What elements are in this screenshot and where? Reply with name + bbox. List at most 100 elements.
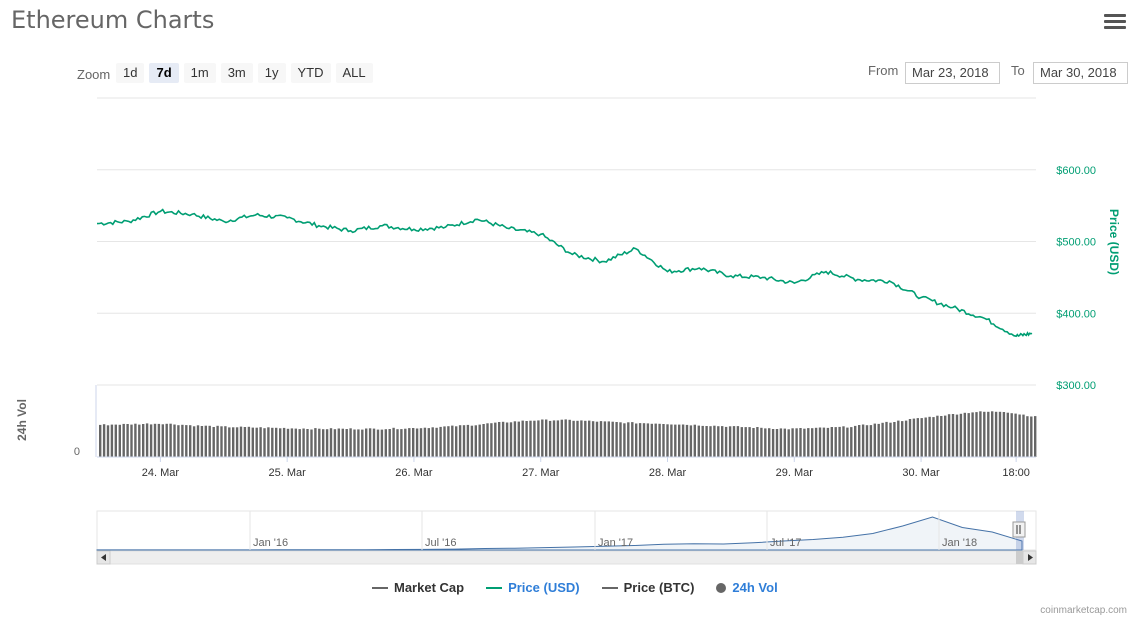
zoom-3m-button[interactable]: 3m: [220, 63, 253, 83]
x-tick-label: 30. Mar: [902, 467, 940, 479]
volume-bar: [756, 427, 759, 457]
volume-bar: [1022, 414, 1025, 457]
volume-bar: [412, 428, 415, 457]
volume-bar: [901, 421, 904, 457]
volume-bar: [130, 424, 133, 457]
to-date-input[interactable]: Mar 30, 2018: [1033, 62, 1128, 84]
volume-bar: [443, 426, 446, 457]
x-tick-label: 27. Mar: [522, 467, 560, 479]
volume-bar: [732, 426, 736, 457]
price-tick-label: $400.00: [1056, 308, 1096, 320]
volume-bar: [423, 427, 427, 457]
price-usd-line: [96, 208, 1033, 338]
volume-bar: [791, 428, 794, 457]
volume-bar: [345, 429, 348, 457]
zoom-1y-button[interactable]: 1y: [257, 63, 286, 83]
volume-bar: [388, 429, 391, 457]
volume-bar: [294, 428, 297, 457]
volume-bar: [517, 421, 520, 457]
volume-bar: [572, 420, 575, 457]
credit-link[interactable]: coinmarketcap.com: [1040, 605, 1127, 616]
volume-bar: [858, 425, 861, 457]
scroll-left-arrow-icon: [101, 554, 106, 561]
volume-bar: [134, 423, 137, 457]
volume-bar: [631, 422, 634, 457]
volume-bar: [623, 423, 626, 457]
volume-bar: [415, 428, 419, 457]
zoom-ytd-button[interactable]: YTD: [290, 63, 331, 83]
volume-bar: [122, 423, 125, 457]
price-tick-label: $300.00: [1056, 380, 1096, 392]
volume-bar: [361, 429, 364, 457]
volume-bar: [302, 428, 305, 457]
volume-bar: [224, 426, 227, 457]
legend-24h-vol[interactable]: 24h Vol: [716, 580, 778, 595]
volume-bar: [545, 419, 548, 457]
volume-bar: [243, 427, 247, 457]
volume-bar: [286, 428, 290, 457]
volume-bar: [685, 424, 689, 457]
legend-market-cap[interactable]: Market Cap: [372, 580, 464, 595]
volume-bar: [529, 420, 532, 457]
to-label: To: [1011, 63, 1025, 78]
zoom-7d-button[interactable]: 7d: [149, 63, 179, 83]
volume-bar: [775, 429, 779, 457]
scrollbar-track: [96, 550, 1037, 565]
hamburger-menu-icon[interactable]: [1104, 14, 1126, 30]
volume-bar: [153, 423, 157, 457]
volume-bar: [204, 425, 207, 457]
volume-bar: [537, 420, 540, 457]
volume-bar: [822, 427, 826, 457]
navigator-frame: [96, 510, 1037, 551]
volume-bar: [556, 420, 560, 457]
volume-bar: [807, 428, 810, 457]
volume-bar: [795, 428, 798, 457]
volume-bar: [975, 412, 978, 457]
price-axis-title: Price (USD): [1107, 209, 1121, 275]
volume-bar: [615, 422, 618, 457]
volume-bar: [912, 418, 916, 457]
volume-bar: [889, 422, 892, 457]
grid-lines: [95, 97, 1036, 457]
volume-bar: [235, 427, 239, 457]
volume-bar: [458, 425, 462, 457]
volume-bar: [427, 428, 430, 457]
volume-bar: [881, 422, 884, 457]
volume-bar: [106, 425, 110, 457]
volume-bar: [400, 429, 403, 457]
volume-bar: [658, 423, 661, 457]
volume-bar: [306, 429, 309, 457]
zoom-1m-button[interactable]: 1m: [183, 63, 216, 83]
volume-bar: [697, 425, 700, 457]
volume-bar: [396, 429, 399, 457]
zoom-all-button[interactable]: ALL: [335, 63, 373, 83]
volume-bar: [591, 421, 595, 457]
from-date-input[interactable]: Mar 23, 2018: [905, 62, 1000, 84]
volume-bar: [588, 420, 591, 457]
volume-bar: [310, 429, 313, 457]
volume-bar: [435, 427, 438, 457]
volume-bar: [834, 427, 837, 457]
legend-price-usd[interactable]: Price (USD): [486, 580, 580, 595]
volume-bar: [709, 426, 712, 457]
zoom-1d-button[interactable]: 1d: [116, 63, 145, 83]
volume-bar: [439, 426, 442, 457]
volume-bar: [897, 420, 900, 457]
volume-bar: [998, 411, 1002, 457]
volume-bar: [110, 424, 114, 457]
volume-bar: [991, 411, 994, 457]
volume-bar: [533, 420, 536, 457]
navigator[interactable]: Jan '16 Jul '16 Jan '17 Jul '17 Jan '18: [96, 510, 1037, 565]
volume-bar: [149, 424, 153, 457]
volume-bar: [854, 425, 857, 457]
volume-bar: [525, 421, 528, 457]
volume-bar: [1026, 416, 1029, 457]
volume-bar: [764, 428, 767, 457]
volume-bar: [325, 429, 329, 457]
legend-price-btc[interactable]: Price (BTC): [601, 580, 694, 595]
volume-bar: [138, 424, 141, 457]
volume-bar: [584, 420, 587, 457]
x-tick-label: 26. Mar: [395, 467, 433, 479]
volume-bar: [220, 426, 223, 457]
price-axis-ticks: $600.00 $500.00 $400.00 $300.00: [1056, 165, 1096, 392]
